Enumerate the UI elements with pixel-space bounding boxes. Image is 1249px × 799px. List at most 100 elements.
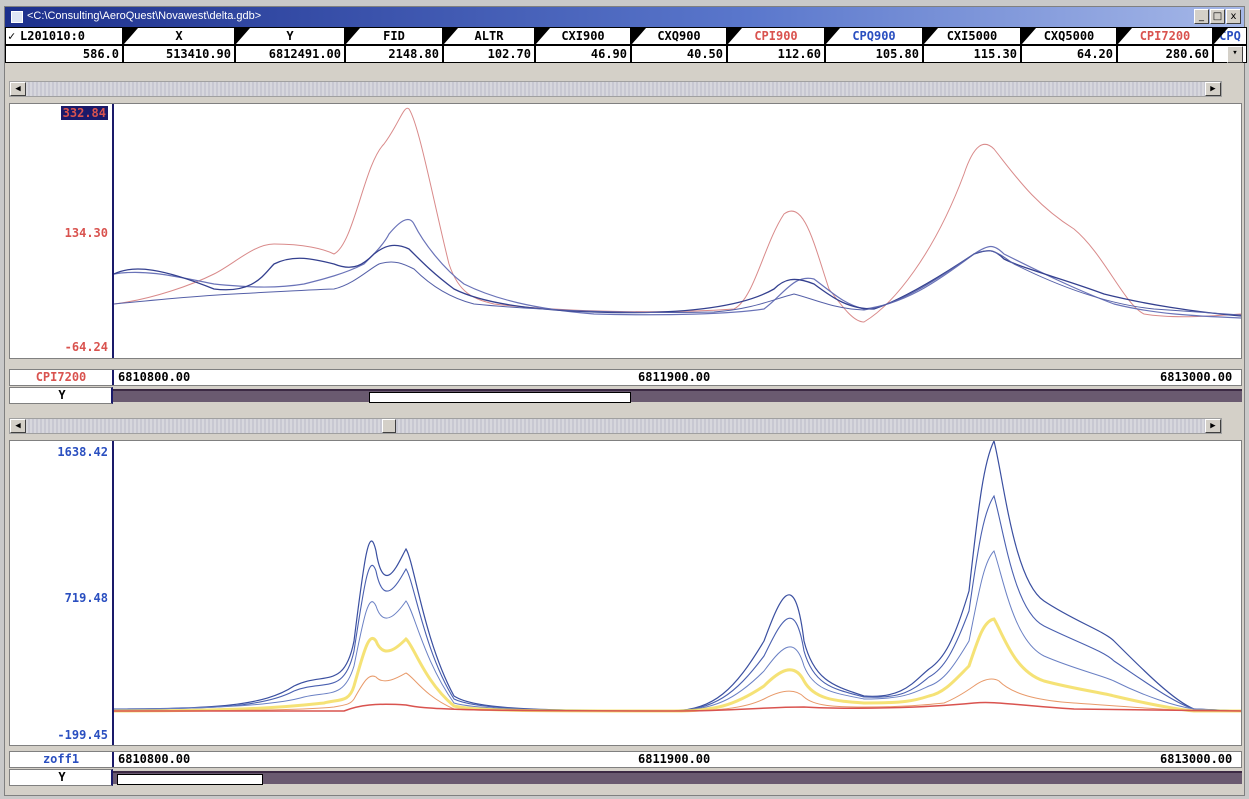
scroll-left-arrow-icon[interactable]: ◀ (10, 82, 26, 96)
channel-header-10[interactable]: CXQ5000 (1021, 27, 1117, 45)
channel-header-label: X (175, 29, 183, 43)
bottom-x-tick-start: 6810800.00 (118, 752, 191, 766)
header-marker-icon (1214, 28, 1228, 44)
header-marker-icon (924, 28, 938, 44)
bottom-y-mid-label: 719.48 (64, 591, 108, 605)
channel-header-label: CXI5000 (946, 29, 998, 43)
channel-header-11[interactable]: CPI7200 (1117, 27, 1213, 45)
channel-header-label: FID (383, 29, 405, 43)
checkmark-icon[interactable]: ✓ (8, 29, 16, 43)
top-y-min-label: -64.24 (64, 340, 108, 354)
bottom-y-axis: 1638.42 719.48 -199.45 (10, 441, 114, 745)
scroll-thumb[interactable] (382, 419, 396, 433)
channel-header-1[interactable]: X (123, 27, 235, 45)
channel-value-2: 6812491.00 (235, 45, 345, 63)
bottom-range-window[interactable] (117, 774, 263, 785)
bottom-range-navigator[interactable] (113, 771, 1242, 785)
top-x-tick-end: 6813000.00 (1160, 370, 1233, 384)
channel-header-3[interactable]: FID (345, 27, 443, 45)
bottom-profile-plot[interactable] (114, 441, 1241, 745)
top-profile-plot[interactable] (114, 104, 1241, 358)
cpi900-line (114, 219, 1241, 319)
channel-header-label: CPI7200 (1139, 29, 1191, 43)
window-title: <C:\Consulting\AeroQuest\Novawest\delta.… (27, 10, 262, 22)
bottom-x-tick-mid: 6811900.00 (638, 752, 711, 766)
channel-header-row: ✓ L201010:0 X Y FID ALTR CXI900 CXQ900 CPI900 CPQ… (5, 27, 1247, 45)
channel-header-6[interactable]: CXQ900 (631, 27, 727, 45)
header-marker-icon (1118, 28, 1132, 44)
bottom-profile-panel: 1638.42 719.48 -199.45 (9, 440, 1242, 746)
top-y-axis: 332.84 134.30 -64.24 (10, 104, 114, 358)
channel-value-11: 280.60 (1117, 45, 1213, 63)
channel-header-label: L201010:0 (20, 29, 86, 43)
minimize-button[interactable]: _ (1194, 9, 1209, 24)
header-marker-icon (124, 28, 138, 44)
scroll-down-arrow-icon[interactable]: ▾ (1227, 46, 1243, 63)
scroll-right-arrow-icon[interactable]: ▶ (1205, 419, 1221, 433)
horizontal-scrollbar-middle[interactable]: ◀ ▶ (9, 418, 1222, 434)
top-y-mid-label: 134.30 (64, 226, 108, 240)
bottom-axis-channel-label: zoff1 (10, 752, 114, 767)
channel-header-9[interactable]: CXI5000 (923, 27, 1021, 45)
channel-header-label: ALTR (474, 29, 504, 43)
cpq900-line (114, 244, 1241, 317)
channel-value-1: 513410.90 (123, 45, 235, 63)
bottom-axis-var-box: Y (9, 769, 113, 786)
bottom-y-min-label: -199.45 (57, 728, 108, 742)
header-marker-icon (346, 28, 360, 44)
scroll-left-arrow-icon[interactable]: ◀ (10, 419, 26, 433)
scroll-right-arrow-icon[interactable]: ▶ (1205, 82, 1221, 96)
channel-header-0[interactable]: ✓ L201010:0 (5, 27, 123, 45)
channel-header-12[interactable]: CPQ (1213, 27, 1247, 45)
top-x-tick-start: 6810800.00 (118, 370, 191, 384)
top-axis-var-label: Y (58, 388, 66, 402)
decay-channel-lines (114, 441, 1241, 713)
bottom-x-tick-end: 6813000.00 (1160, 752, 1233, 766)
cpi7200-line (114, 107, 1241, 323)
horizontal-scrollbar-top[interactable]: ◀ ▶ (9, 81, 1222, 97)
channel-value-9: 115.30 (923, 45, 1021, 63)
channel-value-0: 586.0 (5, 45, 123, 63)
app-window: <C:\Consulting\AeroQuest\Novawest\delta.… (4, 6, 1247, 796)
channel-value-6: 40.50 (631, 45, 727, 63)
header-marker-icon (826, 28, 840, 44)
channel-header-8[interactable]: CPQ900 (825, 27, 923, 45)
top-x-axis: CPI7200 6810800.00 6811900.00 6813000.00 (9, 369, 1242, 386)
top-range-navigator[interactable] (113, 389, 1242, 403)
channel-value-row: 586.0 513410.90 6812491.00 2148.80 102.70 46.… (5, 45, 1247, 63)
top-axis-var-box: Y (9, 387, 113, 404)
channel-header-7[interactable]: CPI900 (727, 27, 825, 45)
top-y-max-label: 332.84 (60, 106, 108, 120)
header-marker-icon (632, 28, 646, 44)
channel-header-label: CXQ5000 (1043, 29, 1095, 43)
channel-header-label: CXI900 (561, 29, 605, 43)
channel-value-8: 105.80 (825, 45, 923, 63)
top-profile-panel: 332.84 134.30 -64.24 (9, 103, 1242, 359)
channel-header-label: CXQ900 (657, 29, 701, 43)
header-marker-icon (536, 28, 550, 44)
channel-value-10: 64.20 (1021, 45, 1117, 63)
channel-value-3: 2148.80 (345, 45, 443, 63)
top-x-tick-mid: 6811900.00 (638, 370, 711, 384)
channel-header-label: CPQ900 (852, 29, 896, 43)
channel-header-2[interactable]: Y (235, 27, 345, 45)
maximize-button[interactable]: □ (1210, 9, 1225, 24)
channel-value-7: 112.60 (727, 45, 825, 63)
database-icon (11, 11, 23, 23)
top-range-window[interactable] (369, 392, 631, 403)
close-button[interactable]: x (1226, 9, 1241, 24)
channel-header-label: Y (286, 29, 294, 43)
bottom-axis-var-label: Y (58, 770, 66, 784)
channel-value-5: 46.90 (535, 45, 631, 63)
channel-header-4[interactable]: ALTR (443, 27, 535, 45)
header-marker-icon (236, 28, 250, 44)
title-bar[interactable]: <C:\Consulting\AeroQuest\Novawest\delta.… (5, 7, 1244, 27)
channel-header-5[interactable]: CXI900 (535, 27, 631, 45)
channel-header-label: CPI900 (754, 29, 798, 43)
header-marker-icon (728, 28, 742, 44)
bottom-x-axis: zoff1 6810800.00 6811900.00 6813000.00 (9, 751, 1242, 768)
bottom-y-max-label: 1638.42 (57, 445, 108, 459)
channel-value-4: 102.70 (443, 45, 535, 63)
top-axis-channel-label: CPI7200 (10, 370, 114, 385)
header-marker-icon (1022, 28, 1036, 44)
